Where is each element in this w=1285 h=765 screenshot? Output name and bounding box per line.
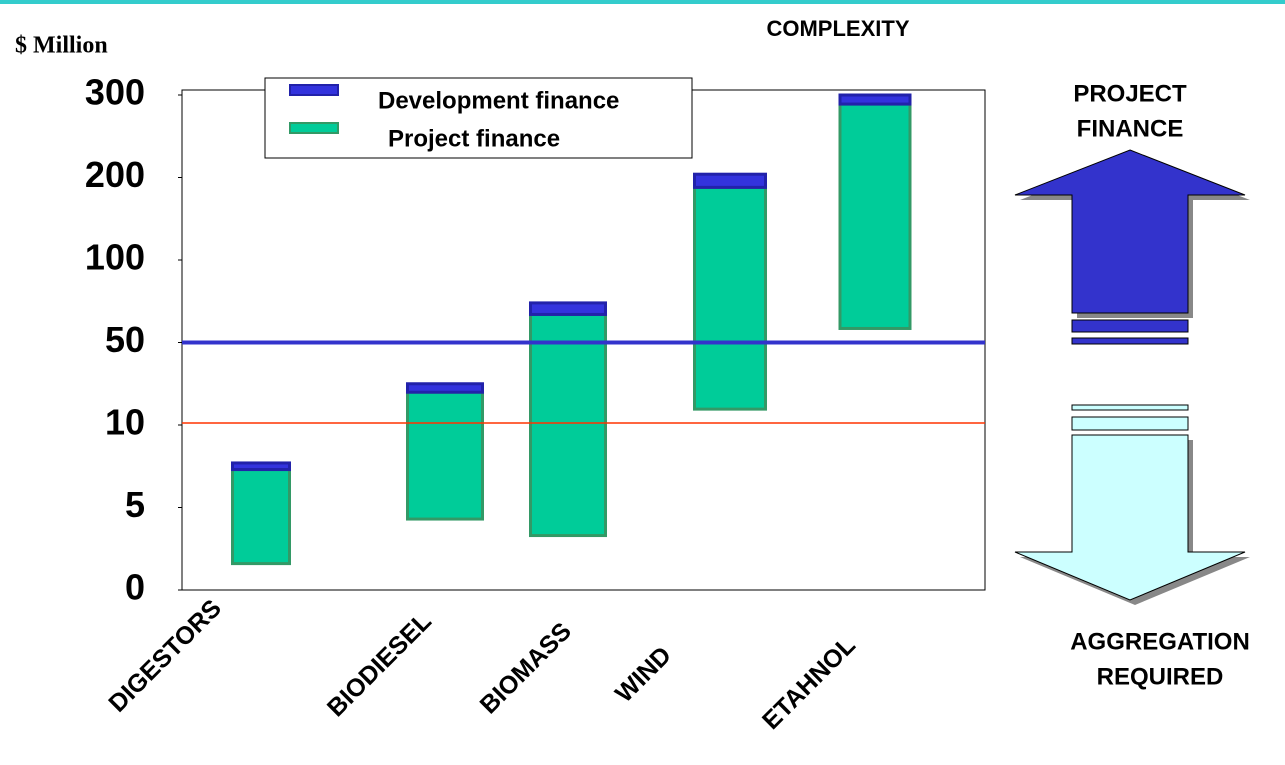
up-arrow-label: PROJECT xyxy=(1073,80,1187,107)
y-tick-label: 200 xyxy=(85,154,145,195)
down-arrow xyxy=(1014,404,1250,605)
project-finance-bar xyxy=(529,312,607,538)
x-tick-label: BIODIESEL xyxy=(322,607,437,722)
y-tick-label: 300 xyxy=(85,72,145,113)
project-finance-bar xyxy=(838,102,912,330)
legend-swatch xyxy=(289,84,339,96)
y-tick-label: 100 xyxy=(85,237,145,278)
top-rule xyxy=(0,0,1285,4)
legend-label: Development finance xyxy=(378,87,619,114)
down-arrow-label: REQUIRED xyxy=(1097,663,1224,690)
chart-title: COMPLEXITY xyxy=(766,16,909,41)
down-arrow-label: AGGREGATION xyxy=(1070,628,1250,655)
project-finance-bar xyxy=(231,468,291,566)
x-tick-label: DIGESTORS xyxy=(103,594,227,718)
y-tick-label: 10 xyxy=(105,402,145,443)
development-finance-bar xyxy=(693,172,767,189)
up-arrow-label: FINANCE xyxy=(1077,115,1184,142)
x-tick-label: WIND xyxy=(610,641,677,708)
y-tick-label: 0 xyxy=(125,567,145,608)
y-tick-label: 5 xyxy=(125,484,145,525)
development-finance-bar xyxy=(838,93,912,106)
development-finance-bar xyxy=(406,382,484,394)
x-tick-label: BIOMASS xyxy=(475,617,577,719)
development-finance-bar xyxy=(529,301,607,316)
up-arrow xyxy=(1014,149,1250,345)
y-tick-label: 50 xyxy=(105,319,145,360)
legend-label: Project finance xyxy=(388,125,560,152)
legend-swatch xyxy=(289,122,339,134)
development-finance-bar xyxy=(231,461,291,472)
y-axis-label: $ Million xyxy=(15,33,108,59)
project-finance-bar xyxy=(693,185,767,411)
project-finance-bar xyxy=(406,390,484,521)
x-tick-label: ETAHNOL xyxy=(757,631,861,735)
